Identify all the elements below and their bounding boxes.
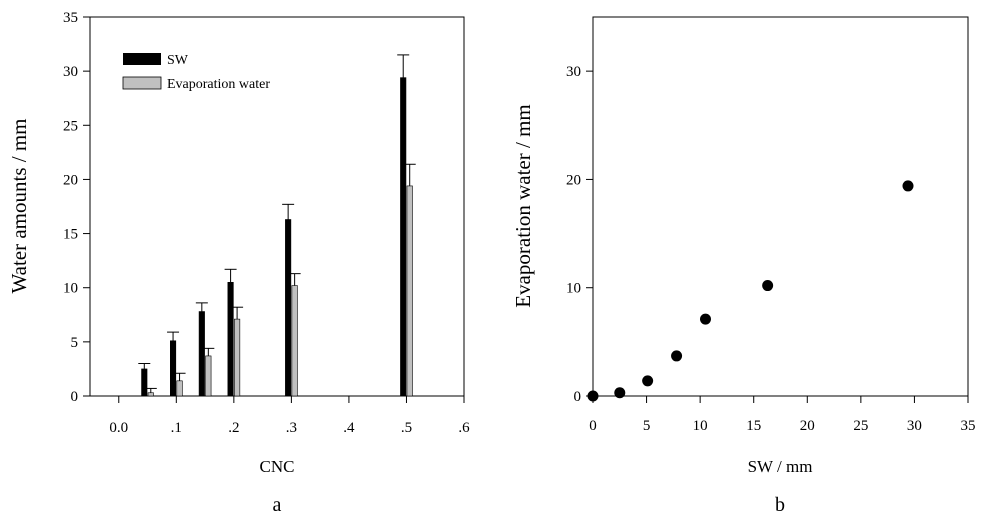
- panel-b-scatter-chart: 0 10 20 30 0 5 10 15 20 25 30 35 Evaporation water…: [511, 16, 976, 516]
- panel-a-x-tick-label: 0.0: [109, 420, 128, 436]
- panel-b-y-tick-label: 30: [566, 64, 581, 80]
- scatter-point: [642, 375, 654, 387]
- panel-a-legend: SW Evaporation water: [122, 53, 270, 92]
- panel-a-y-axis-title: Water amounts / mm: [7, 118, 31, 293]
- bar-evaporation: [234, 318, 241, 397]
- panel-b-x-tick-label: 5: [643, 418, 651, 434]
- panel-a-x-tick-label: .4: [343, 420, 355, 436]
- panel-b-y-tick-label: 20: [566, 172, 581, 188]
- bar-evaporation: [406, 185, 413, 397]
- panel-a-plot-frame: [89, 16, 465, 397]
- panel-a-y-tick-label: 15: [63, 227, 78, 243]
- panel-b-x-axis: 0 5 10 15 20 25 30 35: [589, 396, 976, 434]
- panel-a-y-tick-label: 30: [63, 64, 78, 80]
- legend-label-sw: SW: [167, 53, 189, 68]
- bar-sw: [141, 368, 148, 397]
- panel-b-x-tick-label: 25: [853, 418, 868, 434]
- scatter-point: [587, 390, 599, 402]
- legend-swatch-sw: [123, 53, 161, 65]
- panel-b-label: b: [775, 494, 785, 516]
- panel-b-x-tick-label: 20: [800, 418, 815, 434]
- bar-evaporation: [147, 392, 154, 397]
- panel-a-x-axis-title: CNC: [260, 457, 295, 476]
- panel-a-x-tick-label: .2: [228, 420, 239, 436]
- panel-a-x-tick-label: .6: [458, 420, 470, 436]
- panel-b-x-tick-label: 10: [693, 418, 708, 434]
- scatter-point: [671, 350, 683, 362]
- panel-a-y-tick-label: 20: [63, 172, 78, 188]
- bar-sw: [227, 281, 234, 397]
- panel-b-y-axis: 0 10 20 30: [566, 64, 593, 405]
- panel-b-plot-frame: [592, 16, 969, 397]
- panel-b-x-tick-label: 30: [907, 418, 922, 434]
- scatter-point: [614, 387, 626, 399]
- panel-a-x-axis: 0.0 .1 .2 .3 .4 .5 .6: [109, 396, 470, 436]
- panel-b-y-axis-title: Evaporation water / mm: [511, 104, 535, 308]
- bar-sw: [285, 219, 292, 397]
- panel-a-y-tick-label: 25: [63, 118, 78, 134]
- panel-a-x-tick-label: .5: [401, 420, 412, 436]
- bar-sw: [170, 340, 177, 397]
- panel-a-y-tick-label: 10: [63, 281, 78, 297]
- bar-sw: [198, 311, 205, 397]
- panel-b-x-tick-label: 0: [589, 418, 597, 434]
- panel-b-x-axis-title: SW / mm: [748, 457, 813, 476]
- panel-a-label: a: [273, 494, 282, 516]
- legend-label-evaporation: Evaporation water: [167, 77, 270, 92]
- bar-evaporation: [291, 285, 298, 397]
- panel-a-y-tick-label: 5: [71, 335, 79, 351]
- panel-a-bars: [138, 54, 416, 397]
- panel-a-y-tick-label: 0: [71, 389, 79, 405]
- panel-a-y-tick-label: 35: [63, 10, 78, 26]
- scatter-point: [700, 313, 711, 325]
- bar-evaporation: [176, 380, 183, 397]
- panel-b-y-tick-label: 0: [574, 389, 582, 405]
- panel-b-x-tick-label: 35: [961, 418, 976, 434]
- panel-a-bar-chart: 0 5 10 15 20 25 30 35 0.0 .1 .2 .3 .4 .5 .6 SW Evapor…: [7, 10, 470, 516]
- panel-a-y-axis: 0 5 10 15 20 25 30 35: [63, 10, 90, 405]
- legend-swatch-evaporation: [122, 76, 162, 90]
- scatter-point: [762, 280, 774, 292]
- scatter-point: [902, 180, 914, 192]
- panel-b-x-tick-label: 15: [746, 418, 761, 434]
- bar-sw: [400, 77, 407, 397]
- bar-evaporation: [205, 355, 212, 397]
- panel-b-points: [587, 180, 914, 402]
- panel-b-y-tick-label: 10: [566, 281, 581, 297]
- panel-a-x-tick-label: .1: [171, 420, 182, 436]
- panel-a-x-tick-label: .3: [286, 420, 297, 436]
